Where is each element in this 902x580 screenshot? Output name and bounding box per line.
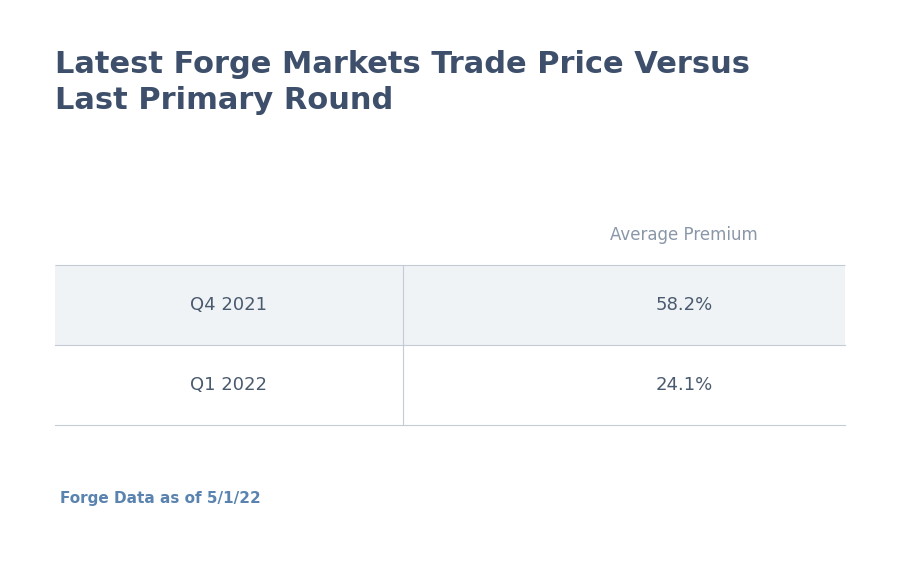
Text: Q1 2022: Q1 2022 — [190, 376, 267, 394]
FancyBboxPatch shape — [55, 265, 845, 345]
Text: 58.2%: 58.2% — [655, 296, 713, 314]
Text: Q4 2021: Q4 2021 — [190, 296, 267, 314]
Text: Forge Data as of 5/1/22: Forge Data as of 5/1/22 — [60, 491, 261, 506]
Text: 24.1%: 24.1% — [655, 376, 713, 394]
Text: Latest Forge Markets Trade Price Versus
Last Primary Round: Latest Forge Markets Trade Price Versus … — [55, 50, 750, 115]
Text: Average Premium: Average Premium — [610, 226, 758, 244]
FancyBboxPatch shape — [55, 345, 845, 425]
